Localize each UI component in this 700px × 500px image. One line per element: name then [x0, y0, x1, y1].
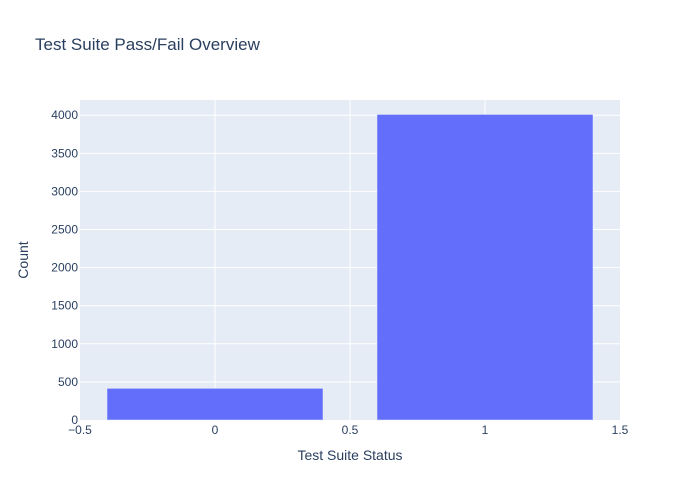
y-tick-label: 3000 [51, 184, 78, 198]
x-tick-label: 0 [212, 423, 219, 437]
x-tick-label: 1 [482, 423, 489, 437]
y-tick-label: 1500 [51, 299, 78, 313]
bar[interactable] [106, 388, 324, 421]
x-axis-ticks: −0.5 0 0.5 1 1.5 [68, 423, 629, 437]
y-tick-label: 3500 [51, 146, 78, 160]
x-tick-label: −0.5 [68, 423, 92, 437]
y-tick-label: 2500 [51, 223, 78, 237]
y-tick-label: 4000 [51, 108, 78, 122]
y-axis-title: Count [15, 241, 31, 278]
y-axis-ticks: 0 500 1000 1500 2000 2500 3000 3500 4000 [51, 108, 78, 427]
x-axis-title: Test Suite Status [297, 447, 402, 463]
y-tick-label: 500 [58, 375, 78, 389]
chart-title: Test Suite Pass/Fail Overview [35, 35, 261, 54]
bar[interactable] [376, 114, 594, 421]
y-tick-label: 1000 [51, 337, 78, 351]
y-tick-label: 2000 [51, 261, 78, 275]
bars [106, 114, 594, 421]
x-tick-label: 0.5 [342, 423, 359, 437]
x-tick-label: 1.5 [612, 423, 629, 437]
y-tick-label: 0 [71, 413, 78, 427]
